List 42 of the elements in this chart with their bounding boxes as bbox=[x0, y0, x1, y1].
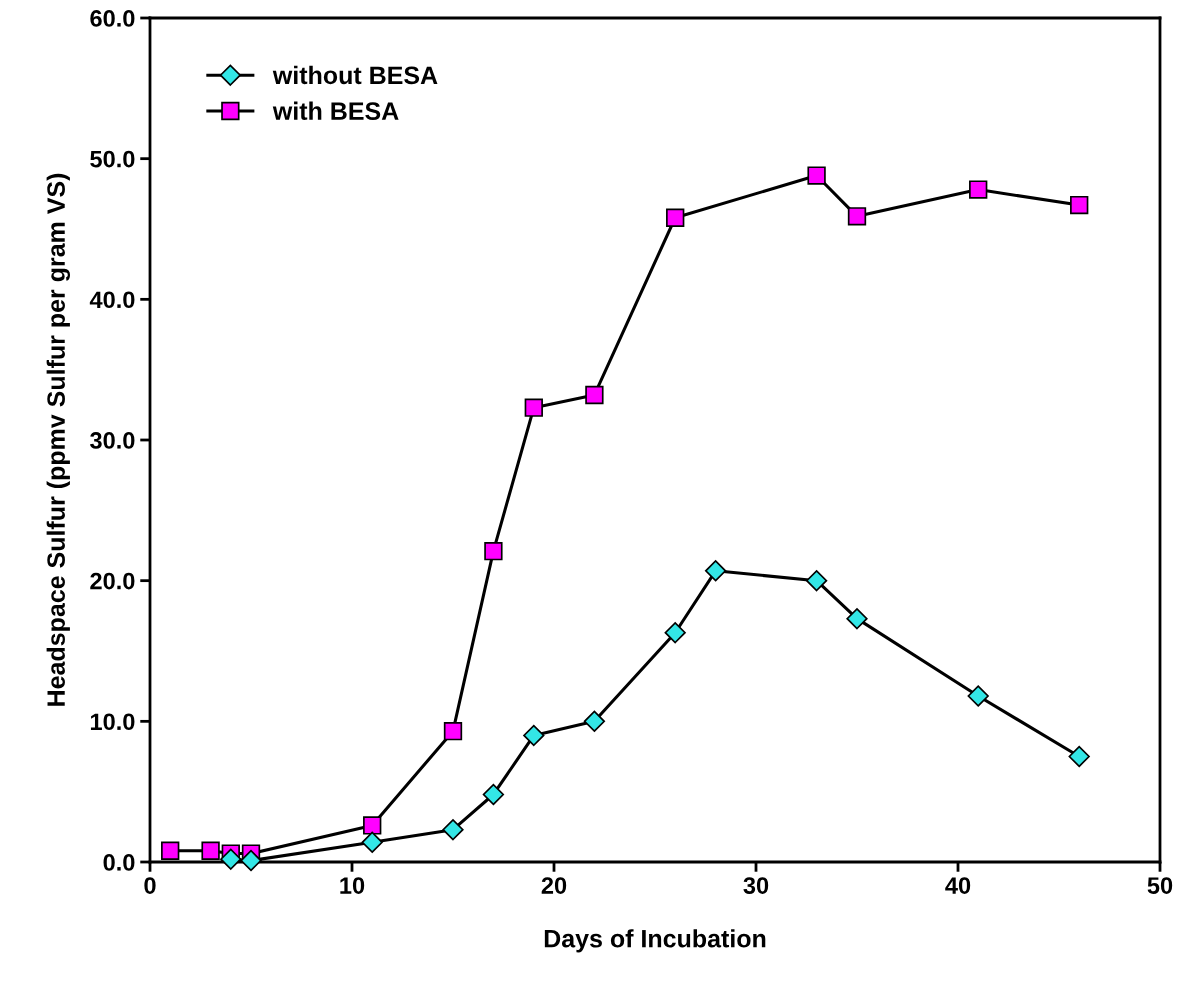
x-tick-label: 0 bbox=[144, 877, 156, 894]
point bbox=[443, 722, 463, 741]
point bbox=[363, 816, 382, 835]
point bbox=[484, 541, 503, 561]
point bbox=[583, 710, 606, 732]
point bbox=[969, 180, 988, 199]
point bbox=[220, 848, 242, 870]
point bbox=[846, 607, 868, 630]
point bbox=[664, 622, 686, 644]
legend-label: with BESA bbox=[272, 101, 399, 120]
point bbox=[807, 166, 826, 185]
point bbox=[201, 841, 220, 860]
point bbox=[523, 724, 545, 747]
point bbox=[524, 398, 543, 417]
point bbox=[442, 818, 464, 841]
point bbox=[847, 207, 867, 226]
x-tick-label: 10 bbox=[340, 877, 365, 894]
y-tick-label: 30.0 bbox=[90, 432, 135, 449]
x-tick-label: 50 bbox=[1147, 877, 1173, 894]
legend-label: without BESA bbox=[272, 65, 438, 85]
y-tick-label: 10.0 bbox=[90, 713, 135, 731]
point bbox=[161, 841, 180, 860]
x-axis-title: Days of Incubation bbox=[544, 929, 766, 953]
point bbox=[704, 560, 727, 582]
point bbox=[585, 385, 604, 405]
y-tick-label: 60.0 bbox=[90, 10, 135, 27]
point bbox=[805, 570, 828, 592]
point bbox=[1068, 745, 1090, 768]
x-tick-label: 30 bbox=[743, 877, 769, 894]
y-axis-title: Headspace Sulfur (ppmv Sulfur per gram VS) bbox=[46, 173, 71, 706]
y-tick-label: 50.0 bbox=[90, 150, 135, 168]
point bbox=[666, 208, 685, 227]
point bbox=[240, 849, 262, 872]
y-tick-label: 40.0 bbox=[89, 291, 135, 309]
point bbox=[1070, 195, 1089, 215]
point bbox=[482, 783, 505, 806]
x-tick-label: 40 bbox=[945, 877, 971, 894]
x-tick-label: 20 bbox=[541, 877, 567, 894]
point bbox=[967, 685, 989, 707]
y-tick-label: 20.0 bbox=[90, 572, 135, 590]
y-tick-label: 0.0 bbox=[103, 854, 135, 871]
point bbox=[361, 831, 383, 853]
